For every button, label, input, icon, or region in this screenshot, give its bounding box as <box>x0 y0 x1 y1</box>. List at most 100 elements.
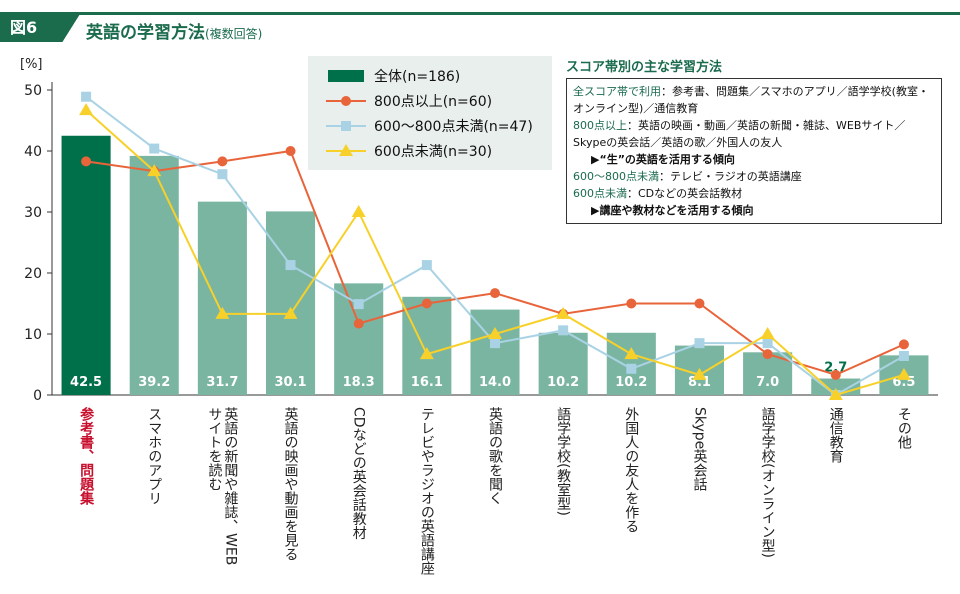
data-point <box>147 164 162 177</box>
bar-value-label: 31.7 <box>206 375 238 390</box>
bar <box>538 332 588 395</box>
note-600-800: 600〜800点未満：テレビ・ラジオの英語講座 <box>573 168 935 185</box>
bar-value-label: 42.5 <box>70 375 102 390</box>
note-text: ：テレビ・ラジオの英語講座 <box>659 170 802 183</box>
notes-box: 全スコア帯で利用：参考書、問題集／スマホのアプリ／語学学校(教室・オンライン型)… <box>566 78 942 224</box>
note-text: ：CDなどの英会話教材 <box>627 187 743 200</box>
x-tick-label: 英語の歌を聞く <box>487 406 503 505</box>
data-point <box>79 103 94 116</box>
x-tick-label: サイトを読む <box>206 407 222 491</box>
x-tick-label: CDなどの英会話教材 <box>351 407 367 540</box>
legend-item-600-800: 600〜800点未満(n=47) <box>322 114 550 138</box>
data-point <box>626 298 637 309</box>
x-tick-label: テレビやラジオの英語講座 <box>419 407 435 576</box>
bar <box>197 201 247 395</box>
legend-item-total: 全体(n=186) <box>322 64 550 88</box>
data-point <box>490 288 500 299</box>
data-point <box>558 325 569 336</box>
data-point <box>488 327 502 339</box>
legend-swatch-bar <box>328 70 364 82</box>
bar <box>61 135 111 395</box>
data-point <box>81 156 92 167</box>
data-point <box>490 338 500 349</box>
header-rule <box>0 12 960 15</box>
note-label: 800点以上 <box>573 119 627 132</box>
y-tick-label: 40 <box>24 144 42 160</box>
x-tick-label: 英語の映画や動画を見る <box>283 406 299 561</box>
x-tick-label: その他 <box>896 407 912 450</box>
data-point <box>556 306 571 319</box>
x-tick-label: 語学学校(オンライン型) <box>760 407 776 558</box>
data-point <box>694 298 705 309</box>
bar <box>266 211 316 395</box>
y-tick-label: 0 <box>33 388 42 404</box>
data-point <box>215 306 230 319</box>
data-point <box>828 388 843 400</box>
legend-item-800-plus: 800点以上(n=60) <box>322 89 550 113</box>
note-text: ：英語の映画・動画／英語の新聞・雑誌、WEBサイト／Skypeの英会話／英語の歌… <box>573 119 906 149</box>
bar-value-label: 7.0 <box>756 375 779 390</box>
data-point <box>830 369 841 380</box>
note-arrow-live-english: ▶“生”の英語を活用する傾向 <box>591 153 735 166</box>
x-tick-label: 外国人の友人を作る <box>623 407 639 533</box>
bar-value-label: 30.1 <box>274 375 306 390</box>
data-point <box>351 205 366 217</box>
data-point <box>624 347 639 360</box>
bar-value-label: 10.2 <box>615 375 647 390</box>
legend-label: 800点以上(n=60) <box>374 94 493 110</box>
data-point <box>898 339 909 350</box>
bar-value-label: 18.3 <box>343 375 375 390</box>
legend-swatch-circle <box>326 96 366 106</box>
note-under-600: 600点未満：CDなどの英会話教材 <box>573 185 935 202</box>
legend-label: 600〜800点未満(n=47) <box>374 119 533 135</box>
y-tick-label: 50 <box>24 83 42 99</box>
note-label: 600点未満 <box>573 187 627 200</box>
chart-subtitle: (複数回答) <box>205 27 263 41</box>
x-tick-label: 語学学校(教室型) <box>555 407 571 516</box>
legend-swatch-triangle <box>326 144 366 156</box>
y-axis-unit: [%] <box>20 57 43 72</box>
note-label: 全スコア帯で利用 <box>573 85 661 98</box>
bar-value-label: 16.1 <box>411 375 443 390</box>
data-point <box>285 146 296 156</box>
x-tick-label: スマホのアプリ <box>146 407 162 505</box>
chart-title: 英語の学習方法(複数回答) <box>86 18 262 43</box>
legend-item-under-600: 600点未満(n=30) <box>322 139 550 163</box>
legend-swatch-square <box>326 121 366 131</box>
x-tick-label: 英語の新聞や雑誌、WEB <box>222 406 238 565</box>
note-label: 600〜800点未満 <box>573 170 659 183</box>
data-point <box>692 367 707 380</box>
data-point <box>896 367 911 380</box>
y-tick-label: 10 <box>24 327 42 343</box>
legend: 全体(n=186) 800点以上(n=60) 600〜800点未満(n=47) … <box>308 56 552 170</box>
bar-value-label: 10.2 <box>547 375 579 390</box>
legend-label: 600点未満(n=30) <box>374 144 493 160</box>
data-point <box>217 169 228 180</box>
chart-title-text: 英語の学習方法 <box>86 23 205 43</box>
note-all-bands: 全スコア帯で利用：参考書、問題集／スマホのアプリ／語学学校(教室・オンライン型)… <box>573 83 935 117</box>
bar-value-label: 14.0 <box>479 375 511 390</box>
data-point <box>694 338 705 349</box>
data-point <box>283 306 298 319</box>
legend-label: 全体(n=186) <box>374 69 461 85</box>
data-point <box>421 260 432 271</box>
data-point <box>626 363 637 374</box>
note-800-plus: 800点以上：英語の映画・動画／英語の新聞・雑誌、WEBサイト／Skypeの英会… <box>573 117 935 151</box>
x-tick-label: 通信教育 <box>828 407 844 463</box>
data-point <box>760 327 775 339</box>
note-text: ：参考書、問題集／スマホのアプリ／語学学校(教室・オンライン型)／通信教育 <box>573 85 929 115</box>
notes-title: スコア帯別の主な学習方法 <box>566 60 723 75</box>
data-point <box>419 347 434 360</box>
y-tick-label: 30 <box>24 205 42 221</box>
x-tick-label: Skype英会話 <box>691 407 707 492</box>
y-tick-label: 20 <box>24 266 42 282</box>
data-point <box>217 156 228 167</box>
data-point <box>285 260 296 271</box>
bar-value-label: 39.2 <box>138 375 170 390</box>
data-point <box>353 299 364 310</box>
data-point <box>421 298 432 309</box>
data-point <box>762 349 773 360</box>
bar <box>129 155 179 395</box>
x-tick-label: 参考書、問題集 <box>78 406 95 506</box>
